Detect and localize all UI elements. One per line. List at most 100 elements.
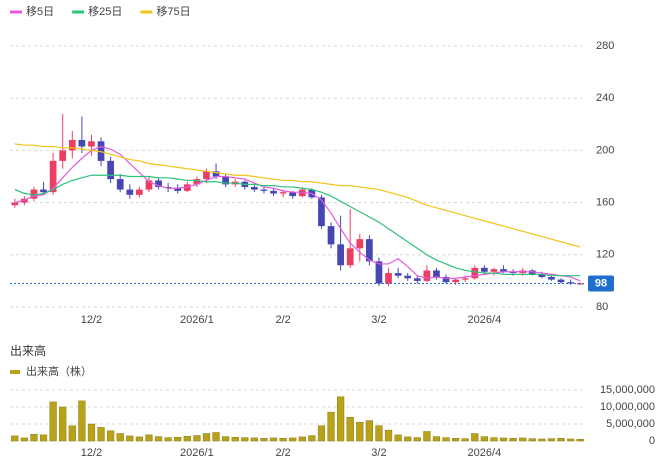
volume-bar xyxy=(384,429,393,442)
volume-bar xyxy=(11,435,19,442)
volume-bar xyxy=(250,437,258,442)
legend-label: 移75日 xyxy=(156,5,190,18)
volume-bar xyxy=(78,400,86,442)
candle-body xyxy=(576,283,584,285)
volume-bar xyxy=(499,437,508,442)
candle-body xyxy=(413,278,421,281)
volume-bar xyxy=(49,401,57,442)
volume-bar xyxy=(231,437,239,442)
volume-bar xyxy=(164,437,172,442)
legend-swatch xyxy=(10,370,20,374)
y-tick-label: 240 xyxy=(596,92,614,104)
candle-body xyxy=(126,189,134,195)
volume-bar xyxy=(375,425,383,442)
x-tick-label: 3/2 xyxy=(371,447,386,459)
candle-body xyxy=(385,273,392,284)
last-price-label: 98 xyxy=(595,277,607,289)
candle-body xyxy=(404,275,412,279)
volume-bar xyxy=(193,435,201,442)
x-tick-label: 12/2 xyxy=(81,447,102,459)
volume-bar xyxy=(269,437,278,442)
candle-body xyxy=(270,190,277,194)
x-tick-label: 2026/1 xyxy=(180,314,214,326)
volume-bar xyxy=(528,438,536,442)
y-tick-label: 120 xyxy=(596,249,614,261)
candle-body xyxy=(356,239,364,249)
volume-bar xyxy=(337,396,345,442)
y-tick-label: 0 xyxy=(649,435,655,447)
volume-bar xyxy=(471,433,479,442)
y-tick-label: 160 xyxy=(596,197,614,209)
candle-body xyxy=(68,139,76,151)
volume-bar xyxy=(490,437,498,442)
candle-body xyxy=(327,226,335,245)
candle-body xyxy=(500,269,507,272)
candle-body xyxy=(222,176,229,185)
legend-label: 移25日 xyxy=(88,5,122,18)
candle-body xyxy=(346,248,354,266)
volume-bar xyxy=(183,435,191,442)
volume-bar xyxy=(480,436,488,442)
candle-body xyxy=(203,171,210,180)
candle-body xyxy=(97,141,105,161)
volume-bar xyxy=(394,434,402,442)
volume-bar xyxy=(97,427,105,442)
volume-bar xyxy=(547,438,556,442)
x-tick-label: 3/2 xyxy=(371,314,386,326)
candle-body xyxy=(59,150,67,161)
volume-bar xyxy=(317,425,326,442)
candle-body xyxy=(251,186,258,190)
volume-bar xyxy=(202,433,211,442)
candle-body xyxy=(423,270,431,281)
volume-bar xyxy=(442,437,450,442)
candle-body xyxy=(40,189,47,193)
volume-bar xyxy=(39,434,48,442)
candle-body xyxy=(337,244,344,266)
volume-bar xyxy=(327,411,335,442)
candle-body xyxy=(116,179,124,190)
volume-bar xyxy=(576,439,584,442)
candle-body xyxy=(164,186,172,189)
volume-bar xyxy=(461,438,469,442)
y-tick-label: 280 xyxy=(596,40,614,52)
candle-body xyxy=(11,202,19,206)
legend-label: 出来高（株） xyxy=(26,364,92,378)
volume-bar xyxy=(308,435,316,442)
candle-body xyxy=(366,239,373,262)
volume-bar xyxy=(557,438,565,442)
legend-label: 移5日 xyxy=(26,5,54,18)
candle-body xyxy=(538,274,546,277)
x-tick-label: 2/2 xyxy=(275,447,290,459)
x-tick-label: 12/2 xyxy=(81,314,102,326)
candle-body xyxy=(375,261,383,284)
candle-body xyxy=(174,188,182,191)
moving-average-line xyxy=(14,174,581,277)
candle-body xyxy=(509,271,517,274)
volume-bar xyxy=(241,437,249,442)
candle-body xyxy=(471,267,479,279)
volume-bar xyxy=(346,416,354,442)
y-tick-label: 80 xyxy=(596,301,608,313)
volume-bar xyxy=(68,425,76,442)
candle-body xyxy=(298,189,306,197)
volume-bar xyxy=(174,437,182,442)
candle-body xyxy=(193,179,201,185)
x-tick-label: 2/2 xyxy=(275,314,290,326)
candle-body xyxy=(394,273,402,276)
volume-bar xyxy=(260,438,268,442)
candle-body xyxy=(107,160,114,180)
candle-body xyxy=(21,198,28,203)
candle-body xyxy=(557,279,565,283)
volume-bar xyxy=(279,438,287,442)
volume-bar xyxy=(452,438,460,442)
candle-body xyxy=(260,189,268,191)
candle-body xyxy=(481,267,488,272)
candle-body xyxy=(289,192,297,197)
volume-bar xyxy=(20,437,28,442)
volume-bar xyxy=(298,436,306,442)
volume-bar xyxy=(135,436,143,442)
candle-body xyxy=(442,276,450,283)
volume-bar xyxy=(356,422,364,442)
volume-bar xyxy=(87,423,96,442)
